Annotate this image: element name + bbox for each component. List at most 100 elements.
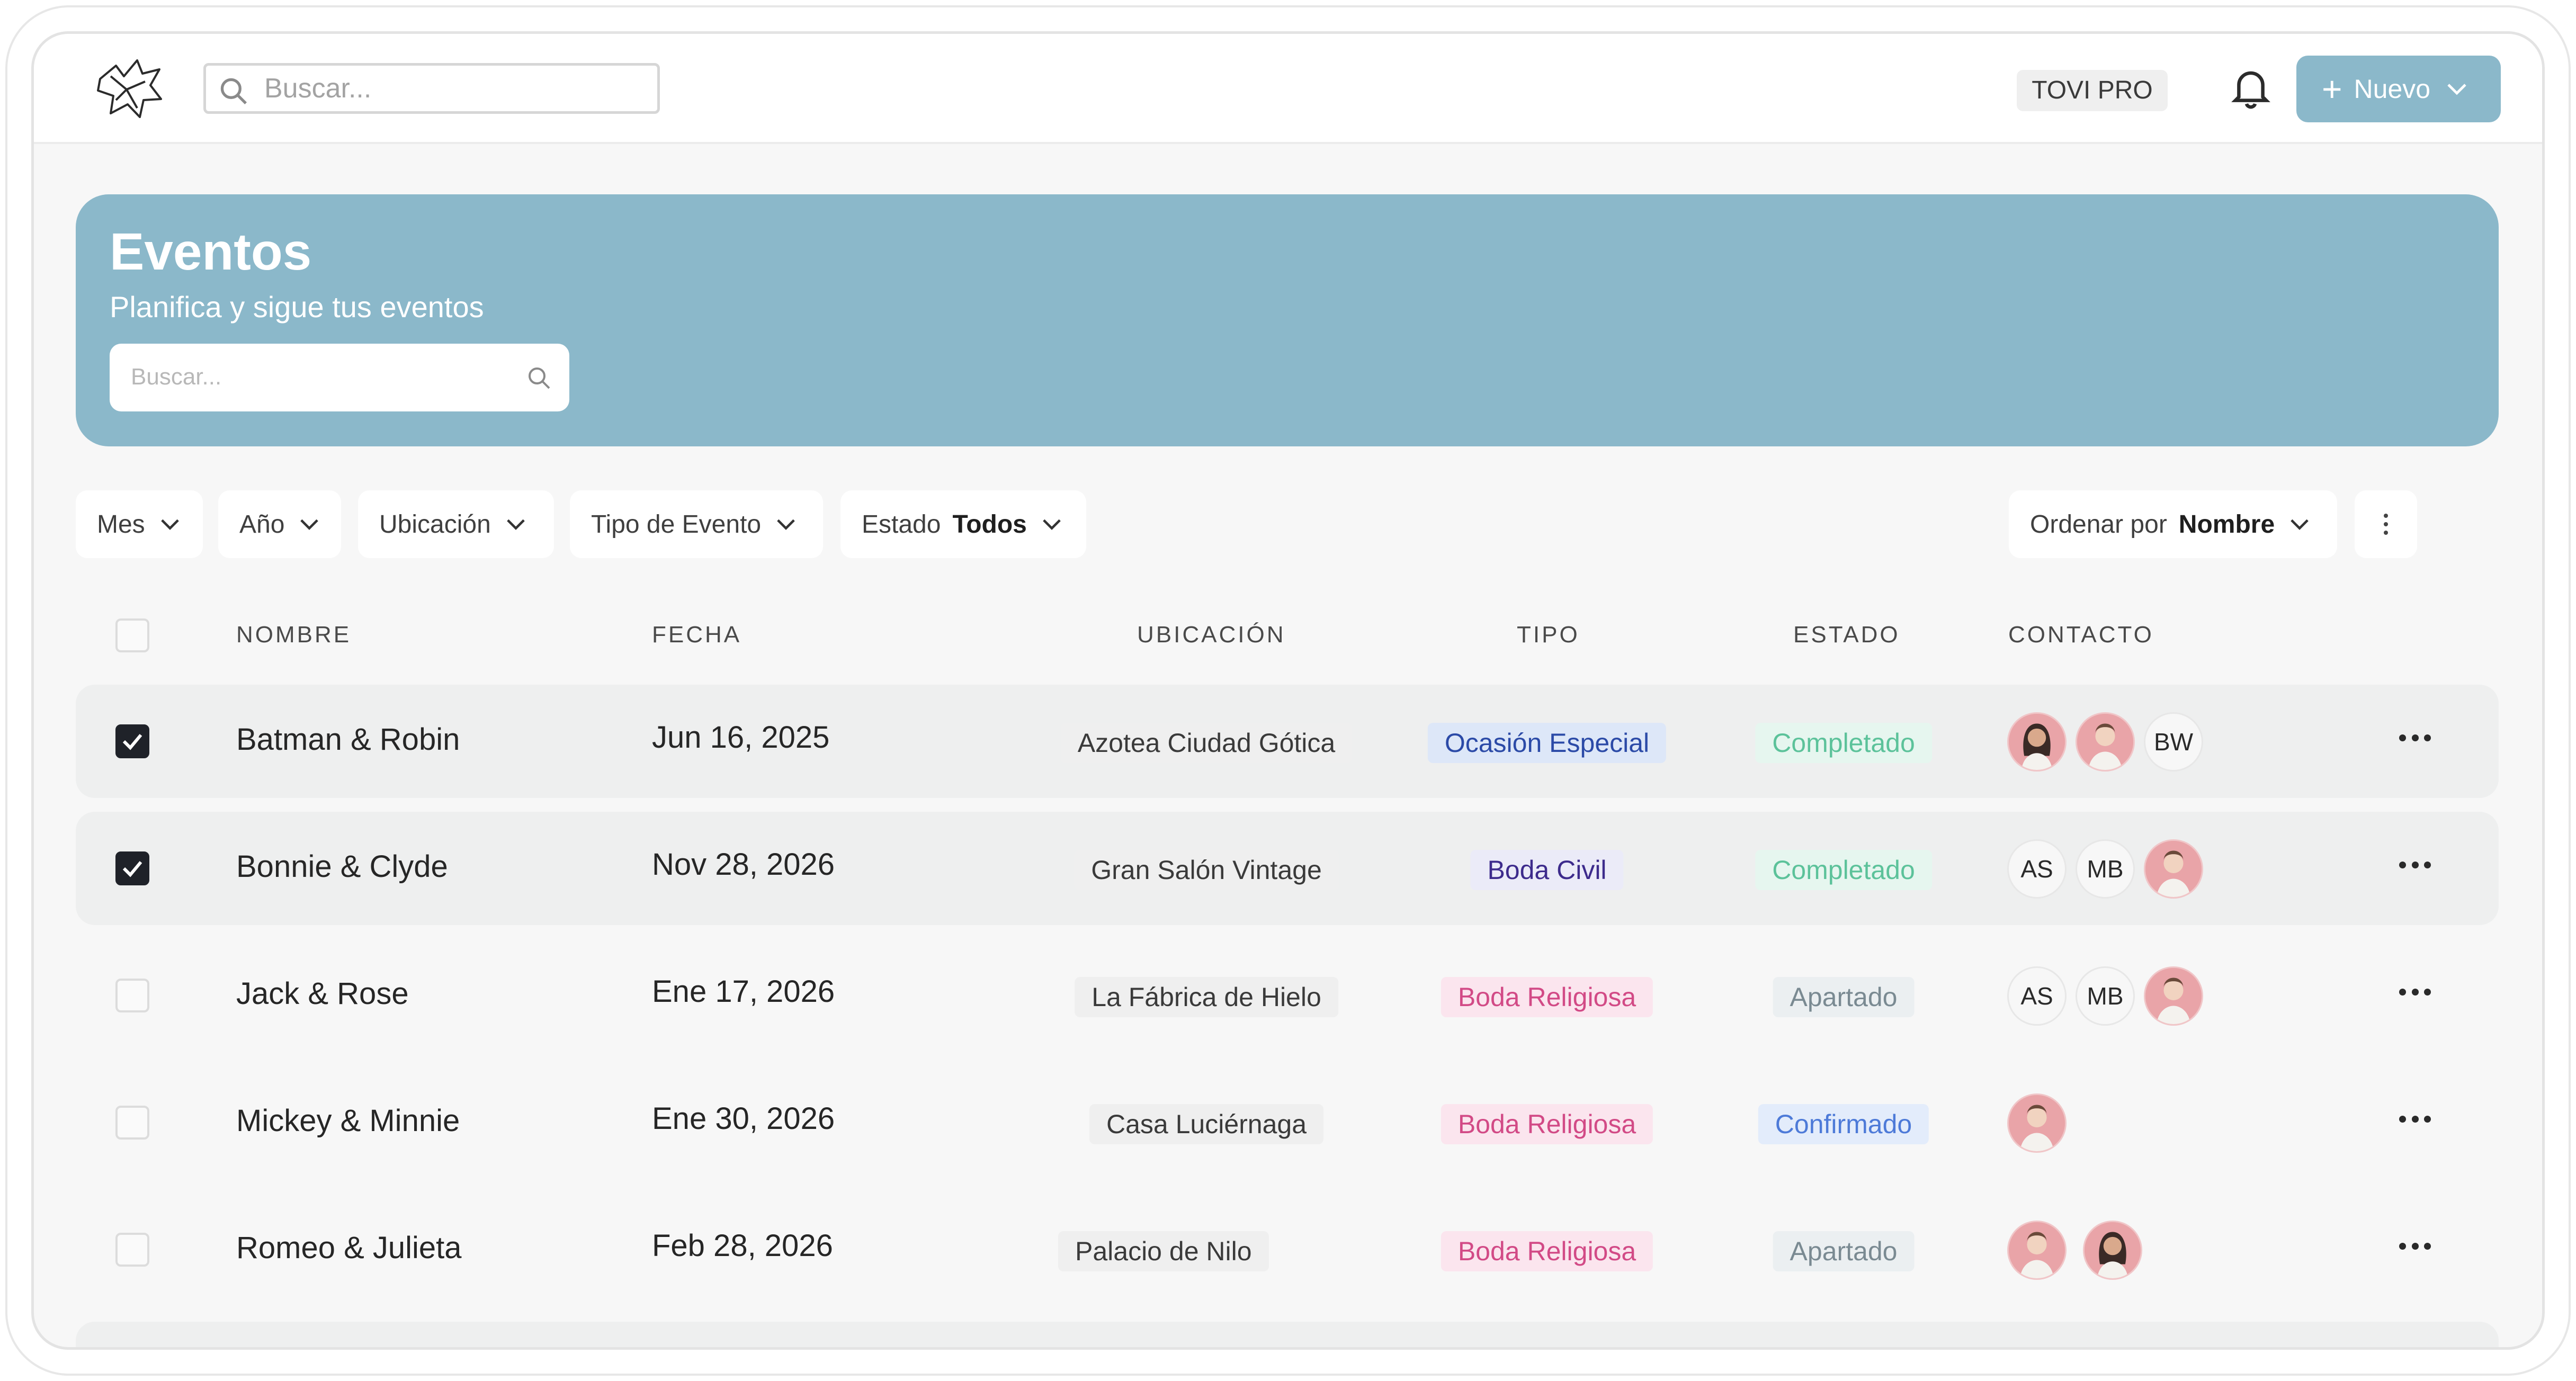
event-type-badge: Boda Civil	[1470, 850, 1624, 890]
row-actions-more-icon[interactable]	[2399, 862, 2431, 869]
chevron-down-icon	[1043, 519, 1061, 530]
row-actions-more-icon[interactable]	[2399, 1243, 2431, 1250]
contact-initials-avatar[interactable]: AS	[2007, 966, 2067, 1026]
sort-by-label: Ordenar por	[2030, 510, 2167, 539]
app-window: TOVI PRO + Nuevo Eventos Planifica y sig…	[31, 31, 2545, 1350]
row-name[interactable]: Batman & Robin	[236, 722, 460, 757]
new-button-label: Nuevo	[2354, 74, 2431, 104]
filter-status-label: Estado	[862, 510, 941, 539]
events-search-input[interactable]	[131, 360, 502, 394]
row-name[interactable]: Romeo & Julieta	[236, 1231, 462, 1265]
top-search-input[interactable]	[264, 71, 646, 106]
event-type-badge: Boda Religiosa	[1441, 1104, 1653, 1144]
row-date: Ene 30, 2026	[652, 1101, 835, 1136]
more-options-button[interactable]	[2355, 490, 2417, 558]
filter-event-type[interactable]: Tipo de Evento	[570, 490, 823, 558]
row-name[interactable]: Jack & Rose	[236, 976, 409, 1011]
row-actions-more-icon[interactable]	[2399, 1116, 2431, 1123]
row-actions-more-icon[interactable]	[2399, 989, 2431, 996]
contact-initials-avatar[interactable]: MB	[2076, 839, 2135, 899]
page-title: Eventos	[110, 222, 312, 281]
filter-year[interactable]: Año	[218, 490, 341, 558]
search-icon	[220, 78, 247, 105]
event-type-badge: Boda Religiosa	[1441, 1231, 1653, 1271]
top-bar: TOVI PRO + Nuevo	[34, 34, 2542, 144]
man-avatar-icon[interactable]	[2007, 1093, 2067, 1153]
column-header-location[interactable]: UBICACIÓN	[1137, 622, 1286, 648]
sort-by-value: Nombre	[2178, 510, 2275, 539]
table-row[interactable]: Jack & Rose Ene 17, 2026 La Fábrica de Hie…	[76, 939, 2499, 1052]
status-badge: Apartado	[1773, 1231, 1915, 1271]
filter-status-value: Todos	[952, 510, 1027, 539]
column-header-contact[interactable]: CONTACTO	[2008, 622, 2154, 648]
location-tag: La Fábrica de Hielo	[1075, 977, 1338, 1017]
filter-location[interactable]: Ubicación	[358, 490, 554, 558]
contact-initials-avatar[interactable]: MB	[2076, 966, 2135, 1026]
location-tag: Gran Salón Vintage	[1074, 850, 1339, 890]
row-actions-more-icon[interactable]	[2399, 734, 2431, 742]
location-tag: Palacio de Nilo	[1058, 1231, 1269, 1271]
events-search-field[interactable]	[110, 344, 569, 411]
row-checkbox[interactable]	[115, 1233, 149, 1267]
chevron-down-icon	[2291, 519, 2309, 530]
filter-event-type-label: Tipo de Evento	[591, 510, 762, 539]
filter-month-label: Mes	[97, 510, 145, 539]
status-badge: Apartado	[1773, 977, 1915, 1017]
man-avatar-icon[interactable]	[2144, 839, 2203, 899]
chevron-down-icon	[777, 519, 795, 530]
filter-status[interactable]: Estado Todos	[840, 490, 1086, 558]
checkmark-icon	[122, 861, 142, 877]
column-header-date[interactable]: FECHA	[652, 622, 742, 648]
man-avatar-icon[interactable]	[2076, 712, 2135, 772]
sort-by-dropdown[interactable]: Ordenar por Nombre	[2009, 490, 2337, 558]
woman-avatar-icon[interactable]	[2083, 1221, 2142, 1280]
event-type-badge: Boda Religiosa	[1441, 977, 1653, 1017]
row-name[interactable]: Bonnie & Clyde	[236, 849, 448, 884]
table-row-partial	[76, 1322, 2499, 1347]
row-checkbox[interactable]	[115, 724, 149, 758]
row-checkbox[interactable]	[115, 979, 149, 1012]
column-header-type[interactable]: TIPO	[1517, 622, 1580, 648]
row-checkbox[interactable]	[115, 1106, 149, 1140]
man-avatar-icon[interactable]	[2144, 966, 2203, 1026]
column-header-name[interactable]: NOMBRE	[236, 622, 352, 648]
table-row[interactable]: Batman & Robin Jun 16, 2025 Azotea Ciudad …	[76, 685, 2499, 798]
search-icon	[529, 367, 550, 389]
location-tag: Azotea Ciudad Gótica	[1060, 723, 1353, 763]
column-header-status[interactable]: ESTADO	[1793, 622, 1900, 648]
row-date: Jun 16, 2025	[652, 720, 830, 755]
chevron-down-icon	[300, 519, 319, 530]
woman-avatar-icon[interactable]	[2007, 712, 2067, 772]
location-tag: Casa Luciérnaga	[1089, 1104, 1324, 1144]
row-date: Ene 17, 2026	[652, 974, 835, 1009]
vertical-dots-icon-dot	[2384, 531, 2388, 535]
row-checkbox[interactable]	[115, 851, 149, 885]
new-button[interactable]: + Nuevo	[2296, 56, 2501, 122]
status-badge: Confirmado	[1758, 1104, 1929, 1144]
select-all-checkbox[interactable]	[115, 618, 149, 652]
top-search-field[interactable]	[203, 63, 660, 114]
filter-month[interactable]: Mes	[76, 490, 203, 558]
app-logo-icon[interactable]	[95, 58, 164, 121]
row-name[interactable]: Mickey & Minnie	[236, 1104, 460, 1138]
man-avatar-icon[interactable]	[2007, 1221, 2067, 1280]
chevron-down-icon	[2447, 84, 2466, 95]
plan-badge: TOVI PRO	[2017, 70, 2168, 111]
contact-initials-avatar[interactable]: BW	[2144, 712, 2203, 772]
row-date: Feb 28, 2026	[652, 1228, 833, 1263]
table-row[interactable]: Bonnie & Clyde Nov 28, 2026 Gran Salón Vin…	[76, 812, 2499, 925]
plus-icon: +	[2322, 69, 2342, 109]
table-row[interactable]: Romeo & Julieta Feb 28, 2026 Palacio de Ni…	[76, 1193, 2499, 1306]
vertical-dots-icon-dot	[2384, 522, 2388, 526]
contact-initials-avatar[interactable]: AS	[2007, 839, 2067, 899]
filter-location-label: Ubicación	[379, 510, 491, 539]
checkmark-icon	[122, 734, 142, 750]
events-hero-banner: Eventos Planifica y sigue tus eventos	[76, 194, 2499, 446]
notifications-bell-icon[interactable]	[2230, 66, 2272, 111]
filter-year-label: Año	[239, 510, 285, 539]
chevron-down-icon	[160, 519, 179, 530]
event-type-badge: Ocasión Especial	[1427, 723, 1667, 763]
status-badge: Completado	[1755, 723, 1932, 763]
row-date: Nov 28, 2026	[652, 847, 835, 882]
table-row[interactable]: Mickey & Minnie Ene 30, 2026 Casa Luciérna…	[76, 1066, 2499, 1179]
